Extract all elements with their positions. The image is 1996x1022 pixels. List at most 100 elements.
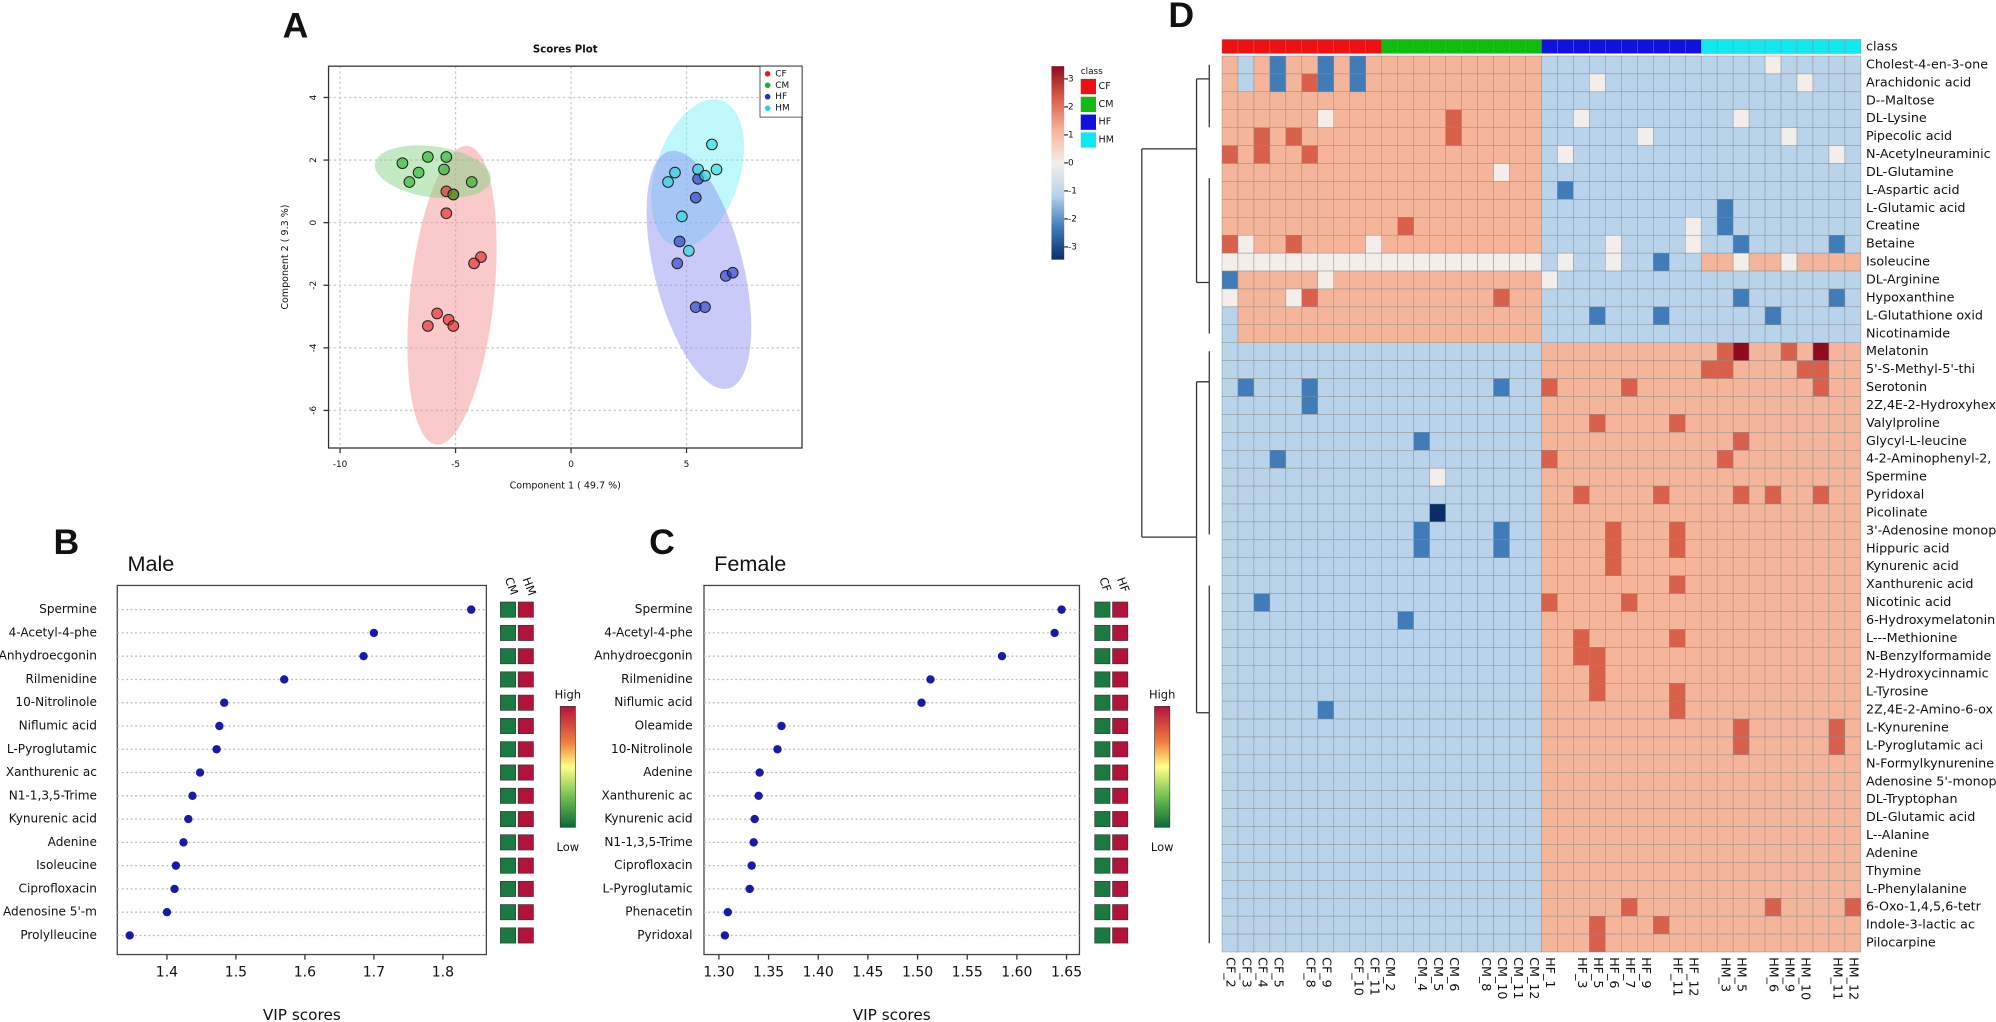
heat-cell (1365, 593, 1382, 612)
heat-cell (1461, 790, 1478, 809)
heat-cell (1716, 915, 1734, 935)
low-cell (500, 857, 516, 874)
heat-cell (1269, 467, 1287, 487)
heat-cell (1637, 736, 1654, 756)
row-label: DL-Glutamine (1866, 164, 1954, 179)
row-label: Cholest-4-en-3-one (1866, 56, 1988, 71)
heat-cell (1285, 145, 1303, 164)
high-cell (1112, 764, 1129, 781)
heat-cell (1285, 718, 1303, 738)
category-label: Kynurenic acid (9, 812, 97, 826)
heat-cell (1700, 109, 1718, 128)
heat-cell (1828, 432, 1846, 451)
heat-cell (1381, 557, 1398, 576)
heat-cell (1748, 826, 1766, 845)
heat-cell (1812, 91, 1830, 110)
low-cell (1094, 834, 1111, 851)
dot (170, 884, 179, 894)
heat-cell (1493, 55, 1510, 75)
heat-cell (1716, 862, 1734, 881)
heat-cell (1844, 593, 1862, 612)
heat-cell (1381, 629, 1398, 648)
heat-cell (1221, 252, 1239, 272)
point (438, 163, 450, 176)
heat-cell (1493, 736, 1510, 756)
heat-cell (1764, 503, 1782, 523)
heat-cell (1796, 252, 1814, 272)
heat-cell (1317, 682, 1335, 702)
heat-cell (1621, 217, 1638, 236)
heat-cell (1429, 790, 1446, 809)
heat-cell (1748, 611, 1766, 630)
heat-cell (1253, 826, 1271, 845)
heat-cell (1365, 503, 1382, 523)
heat-cell (1637, 503, 1654, 523)
high-cell (1112, 671, 1129, 688)
heat-cell (1844, 181, 1862, 200)
heat-cell (1253, 718, 1271, 738)
x-axis-label: Component 1 ( 49.7 %) (510, 481, 621, 492)
heat-cell (1349, 396, 1366, 415)
heat-cell (1605, 915, 1622, 935)
heat-cell (1237, 754, 1255, 774)
heat-cell (1684, 539, 1702, 558)
heat-cell (1557, 378, 1574, 397)
heat-cell (1669, 772, 1686, 791)
class-cell (1669, 39, 1686, 54)
heat-cell (1445, 682, 1462, 702)
heat-cell (1461, 414, 1478, 433)
heat-cell (1573, 73, 1590, 93)
heat-cell (1509, 324, 1526, 343)
heat-cell (1509, 826, 1526, 845)
heat-cell (1237, 145, 1255, 164)
heat-cell (1653, 844, 1670, 863)
heat-cell (1653, 432, 1670, 451)
category-label: Rilmenidine (25, 672, 96, 686)
heat-cell (1317, 270, 1335, 290)
heat-cell (1589, 915, 1606, 935)
heat-cell (1301, 252, 1319, 272)
heat-cell (1221, 91, 1239, 110)
heat-cell (1844, 880, 1862, 899)
heat-cell (1716, 933, 1734, 953)
heat-cell (1285, 288, 1303, 308)
heat-cell (1684, 611, 1702, 630)
heat-cell (1237, 862, 1255, 881)
heat-cell (1333, 306, 1351, 326)
heat-cell (1828, 808, 1846, 827)
point (447, 188, 460, 201)
heat-cell (1461, 234, 1478, 254)
heat-cell (1653, 252, 1670, 272)
heat-cell (1365, 844, 1382, 863)
heat-cell (1349, 145, 1366, 164)
heat-cell (1732, 91, 1750, 110)
heat-cell (1637, 575, 1654, 594)
heat-cell (1397, 575, 1414, 594)
heat-cell (1253, 593, 1271, 612)
heat-cell (1764, 808, 1782, 827)
heat-cell (1493, 73, 1510, 93)
heat-cell (1653, 342, 1670, 361)
heat-cell (1509, 163, 1526, 182)
heat-cell (1684, 342, 1702, 361)
heat-cell (1669, 306, 1686, 326)
heat-cell (1477, 91, 1494, 110)
heat-cell (1285, 754, 1303, 774)
heat-cell (1493, 450, 1510, 469)
heat-cell (1349, 163, 1366, 182)
heat-cell (1669, 217, 1686, 236)
heat-cell (1509, 414, 1526, 433)
heat-cell (1429, 898, 1446, 917)
heat-cell (1381, 575, 1398, 594)
heat-cell (1333, 485, 1351, 505)
heat-cell (1461, 575, 1478, 594)
heat-cell (1365, 718, 1382, 738)
heat-cell (1557, 665, 1574, 684)
heat-cell (1301, 880, 1319, 899)
heat-cell (1828, 862, 1846, 881)
heat-cell (1477, 145, 1494, 164)
heat-cell (1333, 754, 1351, 774)
heat-cell (1237, 808, 1255, 827)
heat-cell (1509, 450, 1526, 469)
heat-cell (1429, 252, 1446, 272)
